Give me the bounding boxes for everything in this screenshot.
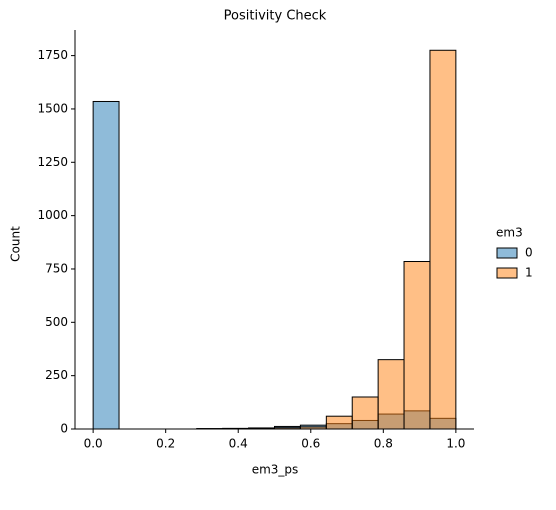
chart-title: Positivity Check: [224, 9, 327, 24]
bar: [351, 396, 379, 430]
x-tick-label: 0.8: [374, 437, 393, 451]
bar: [377, 359, 405, 430]
bar: [429, 49, 457, 430]
legend-title: em3: [496, 226, 523, 240]
x-tick-label: 1.0: [446, 437, 465, 451]
y-tick-label: 1500: [37, 101, 68, 115]
bar: [403, 261, 431, 430]
x-tick-label: 0.6: [301, 437, 320, 451]
y-axis-label: Count: [9, 226, 23, 262]
y-tick-label: 1750: [37, 48, 68, 62]
x-tick-label: 0.0: [84, 437, 103, 451]
y-tick-label: 0: [60, 422, 68, 436]
legend-label: 0: [525, 246, 533, 260]
x-tick-label: 0.2: [156, 437, 175, 451]
legend-swatch: [496, 267, 518, 279]
x-axis-label: em3_ps: [252, 463, 299, 477]
y-tick-label: 1250: [37, 155, 68, 169]
bar: [92, 100, 120, 430]
legend-swatch: [496, 247, 518, 259]
y-tick-label: 250: [45, 368, 68, 382]
y-tick-label: 750: [45, 261, 68, 275]
x-tick-label: 0.4: [229, 437, 248, 451]
y-tick-label: 1000: [37, 208, 68, 222]
y-tick-label: 500: [45, 315, 68, 329]
bar: [325, 415, 353, 430]
legend-label: 1: [525, 266, 533, 280]
